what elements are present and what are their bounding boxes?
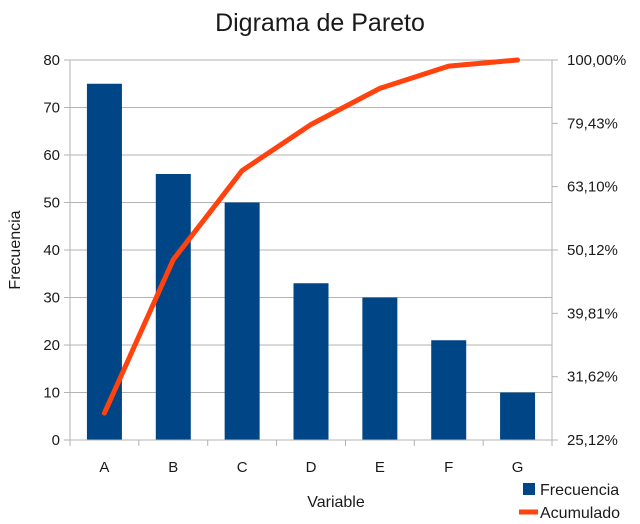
- bar-C: [224, 202, 260, 440]
- x-axis-label: Variable: [307, 494, 365, 511]
- x-axis-ticks: A B C D E F G: [69, 440, 553, 476]
- y-tick-label: 80: [43, 52, 60, 69]
- y-tick-label: 40: [43, 242, 60, 259]
- line-series: [101, 57, 521, 416]
- y-tick-label: 50: [43, 195, 60, 212]
- y2-axis-ticks: 25,12% 31,62% 39,81% 50,12% 63,10% 79,43% 100,…: [552, 52, 626, 449]
- x-tick-label-C: C: [237, 459, 248, 476]
- y2-tick-label: 100,00%: [567, 52, 626, 69]
- y-tick-label: 20: [43, 337, 60, 354]
- legend-swatch-frecuencia: [523, 483, 535, 495]
- y-tick-label: 10: [43, 385, 60, 402]
- bar-series: [86, 83, 536, 440]
- x-tick-label-D: D: [306, 459, 317, 476]
- y-tick-label: 70: [43, 100, 60, 117]
- bar-G: [500, 392, 536, 440]
- legend-label-frecuencia: Frecuencia: [540, 482, 619, 499]
- x-tick-label-G: G: [512, 459, 524, 476]
- y2-tick-label: 31,62%: [567, 369, 618, 386]
- y2-tick-label: 39,81%: [567, 305, 618, 322]
- y2-tick-label: 50,12%: [567, 242, 618, 259]
- y2-tick-label: 25,12%: [567, 432, 618, 449]
- bar-E: [362, 297, 398, 440]
- y-tick-label: 0: [52, 432, 60, 449]
- legend-label-acumulado: Acumulado: [540, 505, 620, 522]
- bar-A: [86, 83, 122, 440]
- x-tick-label-F: F: [444, 459, 453, 476]
- y-axis-label: Frecuencia: [7, 210, 24, 289]
- x-tick-label-A: A: [99, 459, 109, 476]
- y2-tick-label: 63,10%: [567, 179, 618, 196]
- bar-D: [293, 283, 329, 440]
- y-axis-ticks: 0 10 20 30 40 50 60 70 80: [43, 52, 70, 449]
- x-tick-label-B: B: [168, 459, 178, 476]
- bar-B: [155, 174, 191, 440]
- y-tick-label: 30: [43, 290, 60, 307]
- legend: Frecuencia Acumulado: [519, 482, 620, 522]
- x-tick-label-E: E: [375, 459, 385, 476]
- bar-F: [431, 340, 467, 440]
- y2-tick-label: 79,43%: [567, 115, 618, 132]
- y-tick-label: 60: [43, 147, 60, 164]
- chart-title: Digrama de Pareto: [215, 9, 425, 37]
